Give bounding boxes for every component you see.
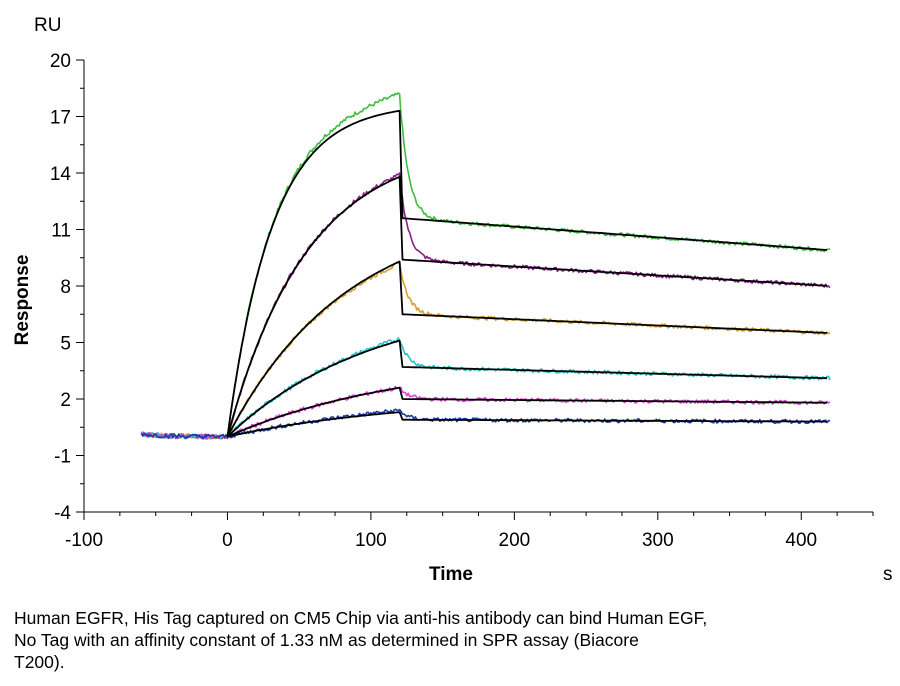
y-tick-label: 2 [60, 390, 71, 411]
fit-curve-5 [227, 386, 828, 438]
x-tick-label: 300 [642, 530, 674, 551]
ticks: -4 -1 2 5 8 11 14 17 20 -100 0 100 200 300 400 [50, 51, 874, 551]
x-unit-label: s [883, 564, 893, 585]
y-tick-label: 14 [50, 164, 72, 185]
fit-curve-1 [226, 109, 828, 437]
y-tick-label: -1 [54, 447, 71, 468]
fit-curve-4 [226, 339, 828, 438]
x-tick-label: -100 [65, 530, 103, 551]
fit-curve-3 [226, 260, 828, 438]
y-tick-label: 5 [60, 334, 71, 355]
measured-curve-4 [140, 337, 831, 440]
x-tick-label: 0 [222, 530, 233, 551]
caption-line-2: No Tag with an affinity constant of 1.33… [14, 630, 639, 650]
x-tick-label: 400 [785, 530, 817, 551]
measured-curve-1 [141, 92, 831, 440]
y-tick-label: 20 [50, 51, 71, 72]
x-tick-label: 100 [355, 530, 387, 551]
y-tick-label: -4 [54, 503, 71, 524]
y-tick-label: 17 [50, 108, 71, 129]
caption-line-3: T200). [14, 652, 65, 672]
y-tick-label: 11 [51, 221, 71, 242]
fit-curve-2 [226, 175, 828, 437]
x-tick-label: 200 [499, 530, 531, 551]
measured-curve-3 [140, 260, 831, 440]
fit-curve-6 [227, 411, 828, 438]
measured-curve-6 [140, 408, 831, 440]
x-axis-title: Time [429, 564, 473, 585]
measured-curve-5 [140, 385, 831, 440]
axes [83, 60, 873, 513]
spr-sensorgram-chart: -4 -1 2 5 8 11 14 17 20 -100 0 100 200 300 400 RU Resp… [12, 15, 893, 585]
caption-line-1: Human EGFR, His Tag captured on CM5 Chip… [14, 608, 708, 628]
y-tick-label: 8 [60, 277, 71, 298]
y-unit-label: RU [34, 15, 61, 36]
figure-caption: Human EGFR, His Tag captured on CM5 Chip… [14, 607, 834, 673]
y-axis-title: Response [12, 255, 33, 346]
series-layer [140, 92, 831, 440]
